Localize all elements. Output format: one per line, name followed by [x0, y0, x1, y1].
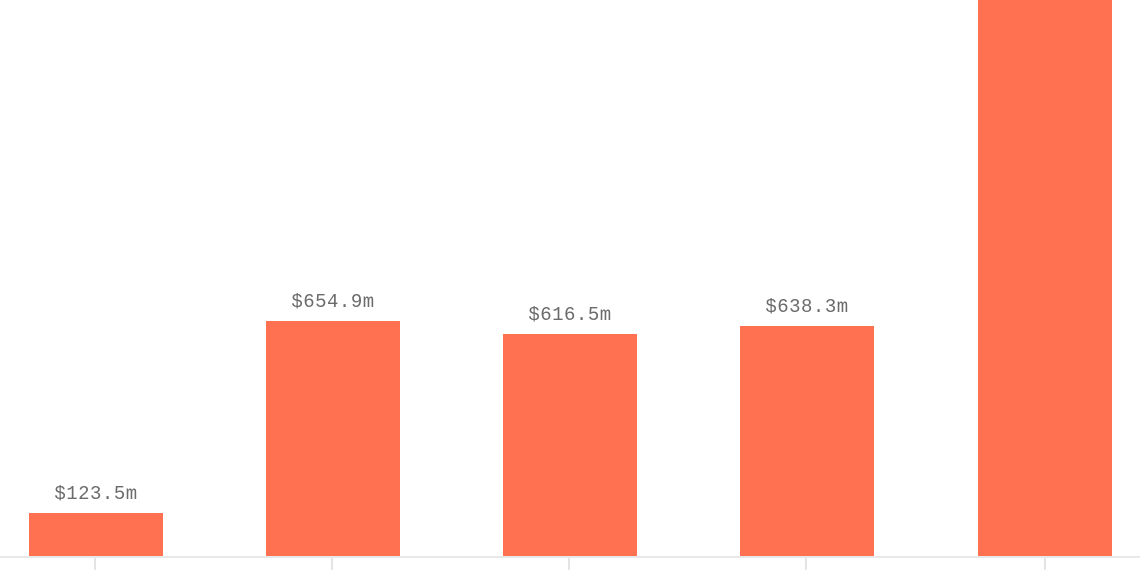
x-axis-tick [568, 558, 570, 570]
x-axis-tick [331, 558, 333, 570]
x-axis-baseline [0, 556, 1140, 558]
bar-3 [503, 334, 637, 556]
bar-1 [29, 513, 163, 556]
x-axis-tick [1044, 558, 1046, 570]
bar-5 [978, 0, 1112, 556]
bar-3-value-label: $616.5m [528, 304, 612, 326]
bar-1-value-label: $123.5m [54, 483, 138, 505]
bar-4-value-label: $638.3m [765, 296, 849, 318]
x-axis-tick [94, 558, 96, 570]
x-axis-tick [805, 558, 807, 570]
bar-2 [266, 321, 400, 556]
bar-2-value-label: $654.9m [291, 291, 375, 313]
bar-4 [740, 326, 874, 556]
